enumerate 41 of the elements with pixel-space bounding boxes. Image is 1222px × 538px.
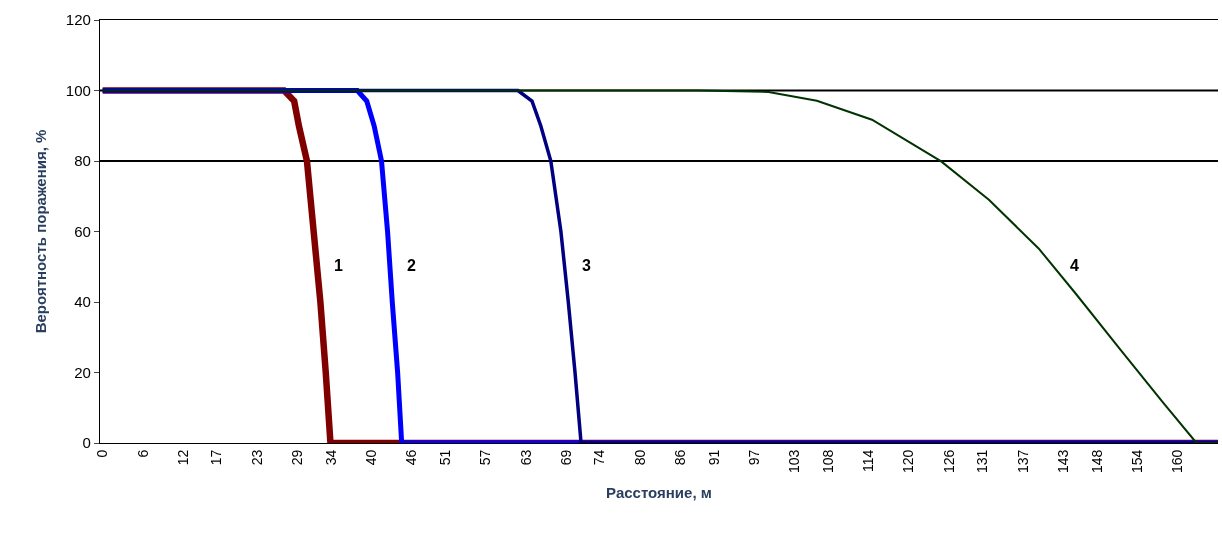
x-tick-label: 86 (672, 449, 689, 466)
x-tick-label: 34 (322, 449, 339, 466)
x-tick-label: 154 (1128, 449, 1145, 474)
x-tick-label: 126 (940, 449, 957, 474)
x-tick-label: 137 (1014, 449, 1031, 474)
y-tick-label: 120 (65, 11, 91, 29)
y-tick-label: 20 (74, 363, 91, 381)
y-tick-label: 80 (74, 152, 91, 170)
x-tick-label: 160 (1169, 449, 1186, 474)
x-tick-label: 63 (517, 449, 534, 466)
x-tick-label: 80 (631, 449, 648, 466)
x-tick-label: 91 (705, 449, 722, 466)
x-tick-label: 114 (860, 449, 877, 473)
x-axis-title: Расстояние, м (606, 484, 712, 502)
x-tick-label: 17 (208, 449, 225, 466)
x-tick-label: 6 (134, 449, 151, 458)
x-tick-label: 143 (1055, 449, 1072, 474)
x-tick-label: 57 (477, 449, 494, 466)
annotation: 4 (1070, 257, 1079, 274)
y-axis-title: Вероятность поражения, % (32, 129, 50, 334)
annotation: 1 (334, 257, 343, 274)
x-tick-label: 23 (248, 449, 265, 466)
x-tick-label: 12 (174, 449, 191, 466)
annotation: 3 (582, 257, 591, 274)
x-tick-label: 108 (819, 449, 836, 474)
x-tick-label: 40 (362, 449, 379, 466)
y-tick-label: 100 (65, 81, 91, 99)
x-tick-label: 29 (289, 449, 306, 466)
x-tick-label: 51 (436, 449, 453, 466)
x-tick-label: 0 (94, 449, 111, 458)
annotation: 2 (407, 257, 416, 274)
x-tick-label: 69 (557, 449, 574, 466)
y-tick-label: 60 (74, 222, 91, 240)
x-tick-label: 148 (1088, 449, 1105, 474)
x-tick-label: 46 (403, 449, 420, 466)
x-tick-label: 103 (786, 449, 803, 474)
x-tick-label: 131 (974, 449, 991, 474)
x-tick-label: 74 (591, 449, 608, 466)
x-tick-label: 120 (900, 449, 917, 474)
x-tick-label: 97 (745, 449, 762, 466)
y-tick-label: 40 (74, 293, 91, 311)
